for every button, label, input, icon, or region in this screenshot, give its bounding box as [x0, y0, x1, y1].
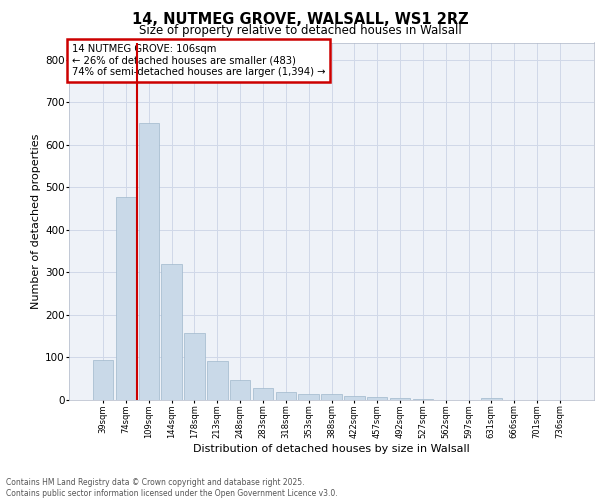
- Y-axis label: Number of detached properties: Number of detached properties: [31, 134, 41, 309]
- Bar: [207, 361, 227, 400]
- Bar: [253, 388, 273, 400]
- Text: Contains HM Land Registry data © Crown copyright and database right 2025.
Contai: Contains HM Land Registry data © Crown c…: [6, 478, 338, 498]
- Bar: [298, 394, 319, 400]
- Bar: [139, 124, 159, 400]
- Text: Size of property relative to detached houses in Walsall: Size of property relative to detached ho…: [139, 24, 461, 37]
- Text: 14, NUTMEG GROVE, WALSALL, WS1 2RZ: 14, NUTMEG GROVE, WALSALL, WS1 2RZ: [131, 12, 469, 28]
- Text: 14 NUTMEG GROVE: 106sqm
← 26% of detached houses are smaller (483)
74% of semi-d: 14 NUTMEG GROVE: 106sqm ← 26% of detache…: [71, 44, 325, 78]
- Bar: [275, 392, 296, 400]
- Bar: [367, 397, 388, 400]
- Bar: [230, 380, 250, 400]
- Bar: [184, 333, 205, 400]
- Bar: [321, 394, 342, 400]
- Bar: [161, 264, 182, 400]
- X-axis label: Distribution of detached houses by size in Walsall: Distribution of detached houses by size …: [193, 444, 470, 454]
- Bar: [413, 399, 433, 400]
- Bar: [390, 398, 410, 400]
- Bar: [116, 196, 136, 400]
- Bar: [344, 396, 365, 400]
- Bar: [481, 398, 502, 400]
- Bar: [93, 360, 113, 400]
